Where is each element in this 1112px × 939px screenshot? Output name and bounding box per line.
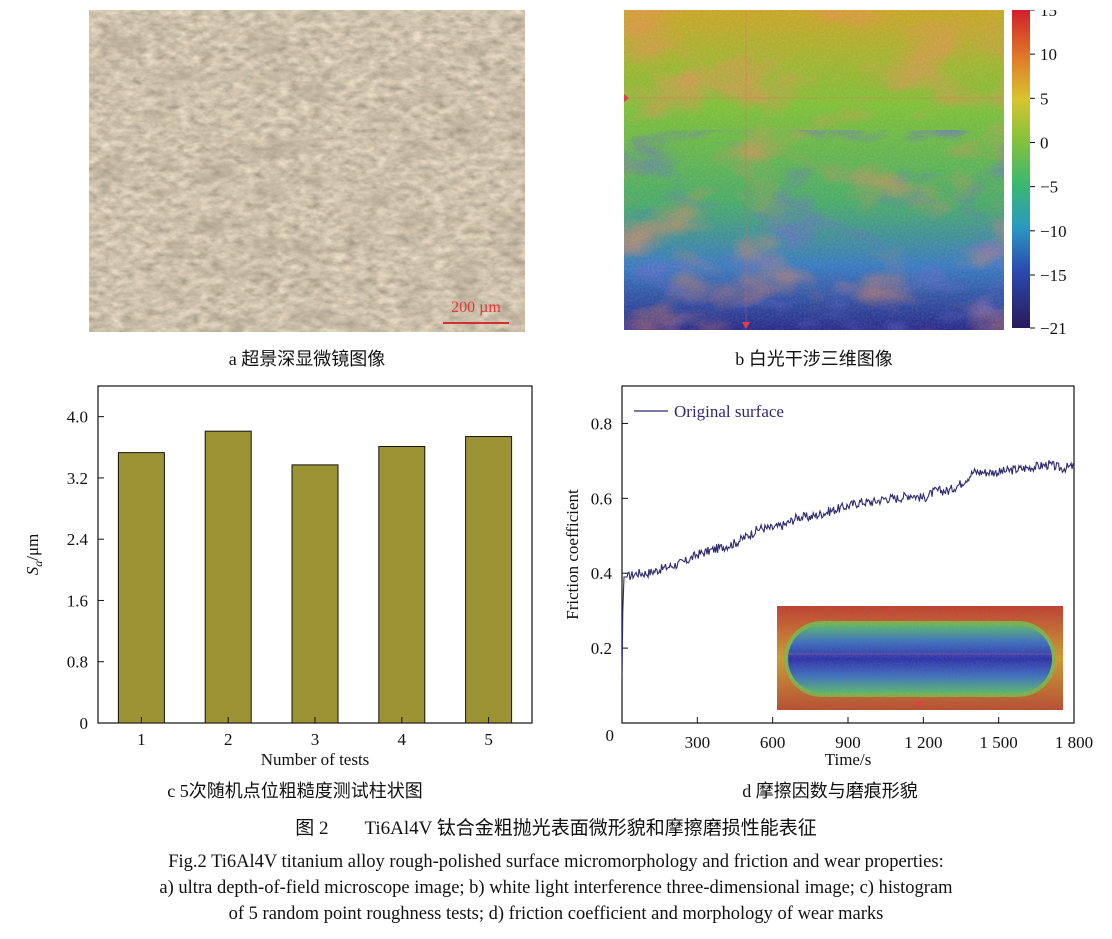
caption-en-line1: Fig.2 Ti6Al4V titanium alloy rough-polis… <box>168 852 944 872</box>
panel-c: 0 0.8 1.6 2.4 3.2 4.0 1 2 3 4 5 Number of tests Sa/μ… <box>0 378 556 778</box>
x-axis-label: Time/s <box>825 750 872 769</box>
microscope-image: 200 µm <box>89 10 525 332</box>
x-tick-label: 900 <box>835 733 861 752</box>
y-tick-label: 0.4 <box>591 564 613 583</box>
caption-label: 图 2 <box>295 818 329 839</box>
x-tick-label: 0 <box>606 726 615 745</box>
colorbar-tick-label: 0 <box>1040 134 1049 153</box>
wear-mark-image <box>777 606 1063 710</box>
colorbar-gradient <box>1012 10 1030 328</box>
y-tick-label: 1.6 <box>67 591 88 610</box>
x-tick-label: 1 200 <box>904 733 942 752</box>
interference-image <box>624 10 1004 330</box>
line-chart: 0.2 0.4 0.6 0.8 0 300 600 900 1 200 1 500 1 800 Tim… <box>563 385 1093 769</box>
y-axis-label: Sa/μm <box>23 534 45 576</box>
y-tick-label: 0.8 <box>591 414 612 433</box>
panel-b <box>624 10 1004 330</box>
y-tick-label: 4.0 <box>67 408 88 427</box>
x-tick-label: 2 <box>224 730 233 749</box>
colorbar-tick-label: 15 <box>1040 10 1057 20</box>
colorbar-tick-label: −15 <box>1040 266 1067 285</box>
caption-en-line2: a) ultra depth-of-field microscope image… <box>159 878 953 898</box>
bar-chart: 0 0.8 1.6 2.4 3.2 4.0 1 2 3 4 5 Number of tests Sa/μ… <box>23 385 533 769</box>
panel-a-subtitle: a 超景深显微镜图像 <box>228 349 386 369</box>
colorbar-tick-label: 5 <box>1040 89 1049 108</box>
colorbar-tick-label: 10 <box>1040 45 1057 64</box>
x-tick-label: 600 <box>760 733 786 752</box>
bar <box>117 452 165 724</box>
marker-left-icon <box>624 94 629 102</box>
x-tick-label: 5 <box>484 730 493 749</box>
bar <box>378 446 426 724</box>
panel-b-subtitle: b 白光干涉三维图像 <box>735 349 893 369</box>
y-tick-label: 0.6 <box>591 489 612 508</box>
x-tick-label: 1 500 <box>980 733 1018 752</box>
legend-label: Original surface <box>674 402 784 421</box>
panel-d-subtitle: d 摩擦因数与磨痕形貌 <box>742 781 918 801</box>
x-tick-label: 3 <box>311 730 320 749</box>
y-tick-label: 3.2 <box>67 469 88 488</box>
x-tick-label: 4 <box>398 730 407 749</box>
colorbar: 15 10 5 0 −5 −10 −15 −21 <box>1012 1 1112 338</box>
panel-d: 0.2 0.4 0.6 0.8 0 300 600 900 1 200 1 500 1 800 Tim… <box>556 378 1112 778</box>
y-tick-label: 0.8 <box>67 653 88 672</box>
panel-a: 200 µm <box>89 10 525 332</box>
y-tick-label: 2.4 <box>67 530 89 549</box>
x-tick-label: 1 <box>137 730 146 749</box>
bar <box>465 436 513 724</box>
x-tick-label: 300 <box>685 733 711 752</box>
y-tick-label: 0 <box>80 714 89 733</box>
marker-bottom-icon <box>742 322 750 329</box>
caption-cn-text: Ti6Al4V 钛合金粗抛光表面微形貌和摩擦磨损性能表征 <box>364 818 817 839</box>
bar <box>204 430 252 724</box>
y-axis-label: Friction coefficient <box>563 489 582 620</box>
wear-marker-icon <box>915 702 923 708</box>
figure-caption-cn: 图 2 Ti6Al4V 钛合金粗抛光表面微形貌和摩擦磨损性能表征 <box>0 818 1112 840</box>
scale-bar-label: 200 µm <box>451 299 501 316</box>
colorbar-tick-label: −5 <box>1040 178 1058 197</box>
colorbar-tick-label: −10 <box>1040 222 1067 241</box>
y-tick-label: 0.2 <box>591 639 612 658</box>
panel-c-subtitle: c 5次随机点位粗糙度测试柱状图 <box>167 781 423 801</box>
x-tick-label: 1 800 <box>1055 733 1093 752</box>
x-axis-label: Number of tests <box>261 750 370 769</box>
series-line <box>621 460 1075 679</box>
bar <box>291 464 339 724</box>
caption-en-line3: of 5 random point roughness tests; d) fr… <box>228 904 884 924</box>
colorbar-tick-label: −21 <box>1040 319 1067 338</box>
